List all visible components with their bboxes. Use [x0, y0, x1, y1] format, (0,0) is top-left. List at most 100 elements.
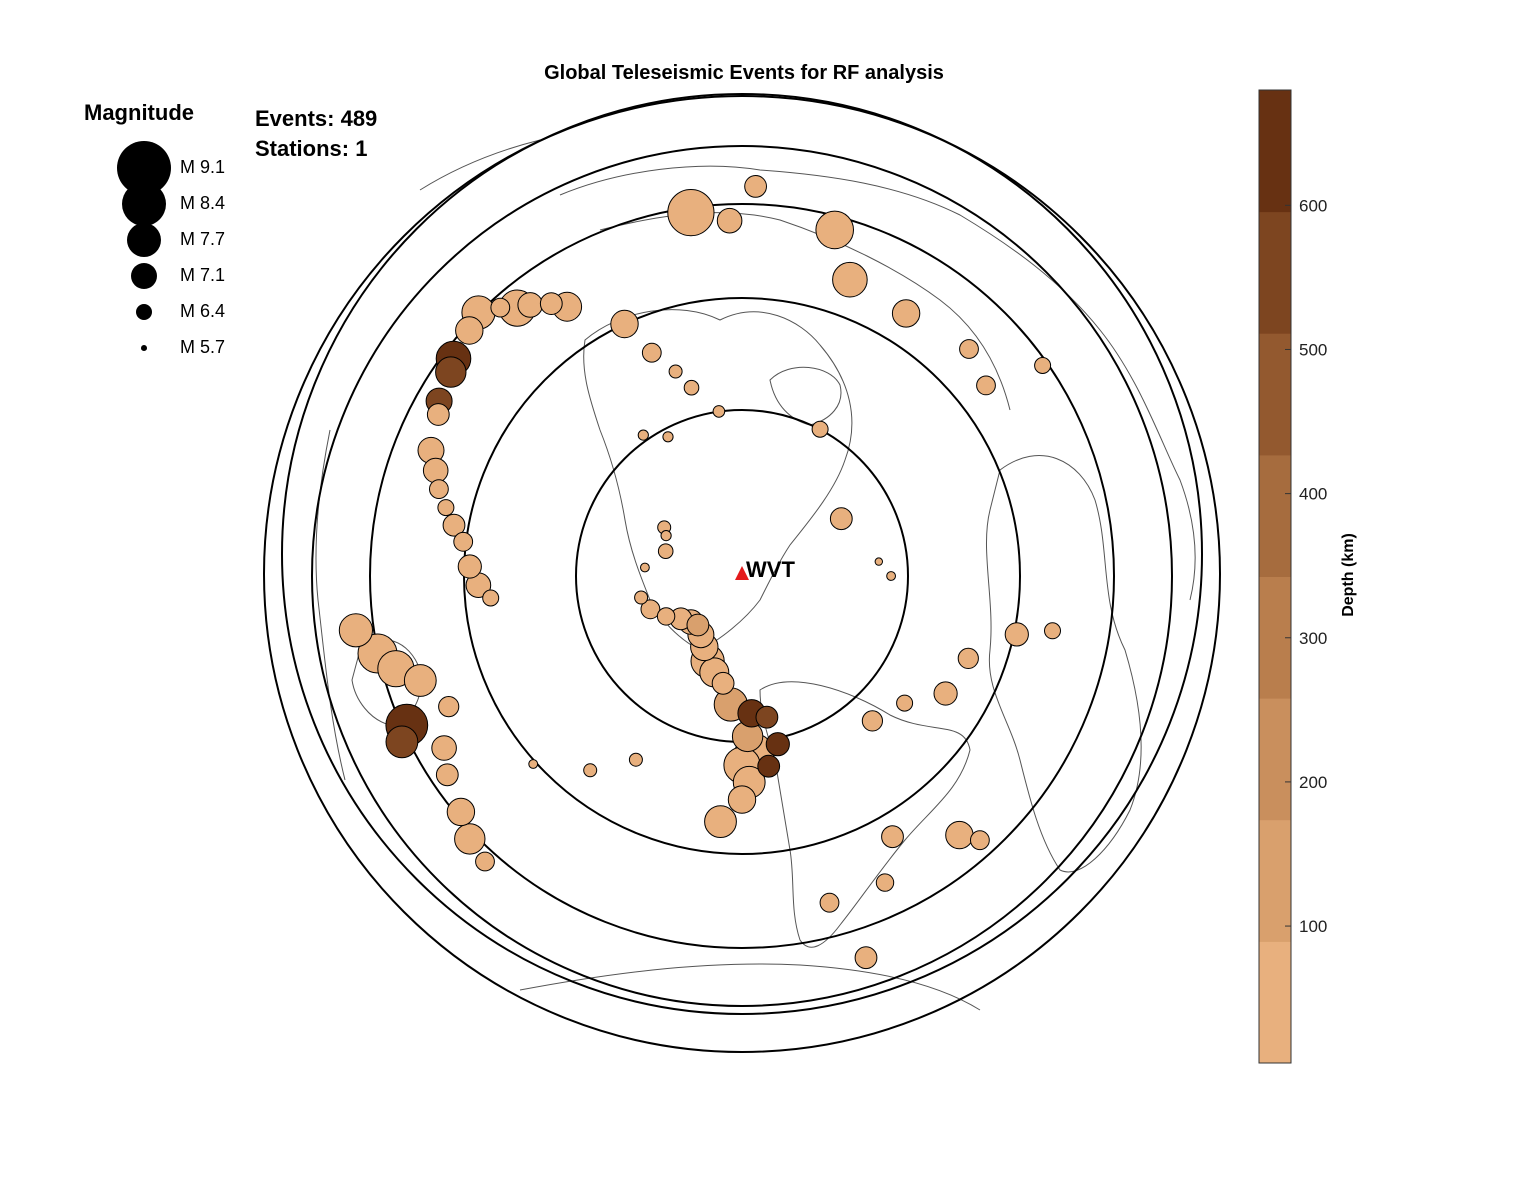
event-marker [446, 797, 476, 827]
event-marker [881, 825, 904, 849]
colorbar-tick-label: 500 [1299, 340, 1327, 359]
event-marker [475, 851, 495, 872]
event-marker [403, 664, 437, 697]
station-label: WVT [746, 557, 795, 582]
event-marker [976, 375, 996, 396]
colorbar-segment [1259, 819, 1291, 942]
event-marker [640, 562, 650, 573]
event-marker [832, 261, 868, 298]
event-marker [933, 681, 958, 706]
event-marker [686, 613, 710, 637]
legend-label: M 8.4 [180, 193, 226, 213]
event-marker [634, 590, 649, 605]
event-marker [829, 507, 853, 531]
legend-dot [136, 304, 152, 320]
event-marker [711, 671, 735, 695]
event-marker [437, 499, 455, 517]
colorbar-tick-label: 100 [1299, 917, 1327, 936]
event-marker [668, 364, 683, 379]
event-marker [583, 763, 598, 778]
antarctica-coast [519, 963, 981, 1011]
event-marker [660, 530, 672, 542]
event-marker [667, 189, 715, 237]
event-marker [727, 785, 757, 814]
chart-title: Global Teleseismic Events for RF analysi… [544, 62, 944, 84]
greenland-coast [769, 366, 842, 426]
event-marker [338, 613, 373, 648]
event-marker [874, 557, 883, 566]
legend-label: M 5.7 [180, 337, 226, 357]
distance-ring [369, 203, 1115, 949]
event-marker [454, 823, 486, 855]
colorbar-tick-label: 200 [1299, 773, 1327, 792]
legend-label: M 7.7 [180, 229, 226, 249]
event-marker [457, 554, 482, 579]
event-marker [426, 403, 450, 426]
event-marker [945, 820, 974, 850]
stats-box: Events: 489 Stations: 1 [255, 104, 377, 164]
event-marker [1004, 622, 1029, 647]
legend-label: M 7.1 [180, 265, 226, 285]
event-marker [765, 732, 790, 757]
event-marker [886, 571, 896, 581]
event-marker [1044, 622, 1061, 640]
colorbar-segment [1259, 698, 1291, 821]
depth-colorbar: 100 200 300 400 500 600 [1258, 89, 1327, 1064]
event-marker [482, 589, 500, 607]
event-marker [657, 543, 674, 560]
event-marker [539, 292, 563, 316]
legend-item: M 7.7 [100, 222, 300, 258]
event-marker [712, 405, 726, 418]
event-marker [528, 759, 539, 769]
event-marker [755, 705, 779, 729]
legend-label: M 6.4 [180, 301, 226, 321]
event-marker [490, 297, 511, 318]
colorbar-segment [1259, 333, 1291, 456]
event-marker [970, 830, 990, 851]
colorbar-tick-label: 300 [1299, 629, 1327, 648]
legend-label: M 9.1 [180, 157, 226, 177]
asia-coast [559, 165, 1196, 601]
event-marker [637, 429, 649, 441]
event-marker [683, 379, 700, 396]
event-marker [641, 342, 662, 363]
event-marker [640, 599, 661, 620]
events-count: Events: 489 [255, 106, 378, 131]
event-marker [1034, 357, 1052, 374]
event-marker [628, 752, 643, 767]
event-marker [656, 607, 676, 626]
legend-dot [126, 222, 162, 258]
event-marker [957, 647, 979, 670]
legend-item: M 8.4 [100, 181, 300, 227]
event-marker [453, 531, 474, 552]
colorbar-tick-label: 600 [1299, 196, 1327, 215]
event-marker [744, 175, 767, 198]
colorbar-segment [1259, 90, 1291, 213]
event-marker [704, 805, 737, 838]
legend-dot [141, 345, 147, 351]
event-marker [442, 513, 466, 537]
legend-dot [121, 181, 167, 227]
event-marker [431, 735, 457, 761]
europe-africa-coast [985, 455, 1142, 873]
colorbar-segment [1259, 941, 1291, 1064]
event-marker [610, 309, 639, 339]
colorbar-segment [1259, 454, 1291, 577]
event-markers [338, 175, 1061, 970]
colorbar-tick-label: 400 [1299, 485, 1327, 504]
event-marker [861, 710, 884, 732]
event-marker [662, 431, 674, 443]
legend-item: M 6.4 [100, 294, 300, 330]
station-triangle-icon [735, 566, 749, 580]
event-marker [517, 292, 544, 318]
north-america-coast [583, 309, 853, 651]
station-marker: WVT [735, 557, 795, 582]
event-marker [435, 356, 467, 388]
event-marker [819, 892, 840, 913]
event-marker [854, 946, 878, 970]
outer-coast-north [419, 139, 541, 191]
event-marker [959, 339, 979, 359]
event-marker [891, 299, 921, 328]
event-marker [385, 725, 419, 759]
event-marker [438, 696, 460, 718]
